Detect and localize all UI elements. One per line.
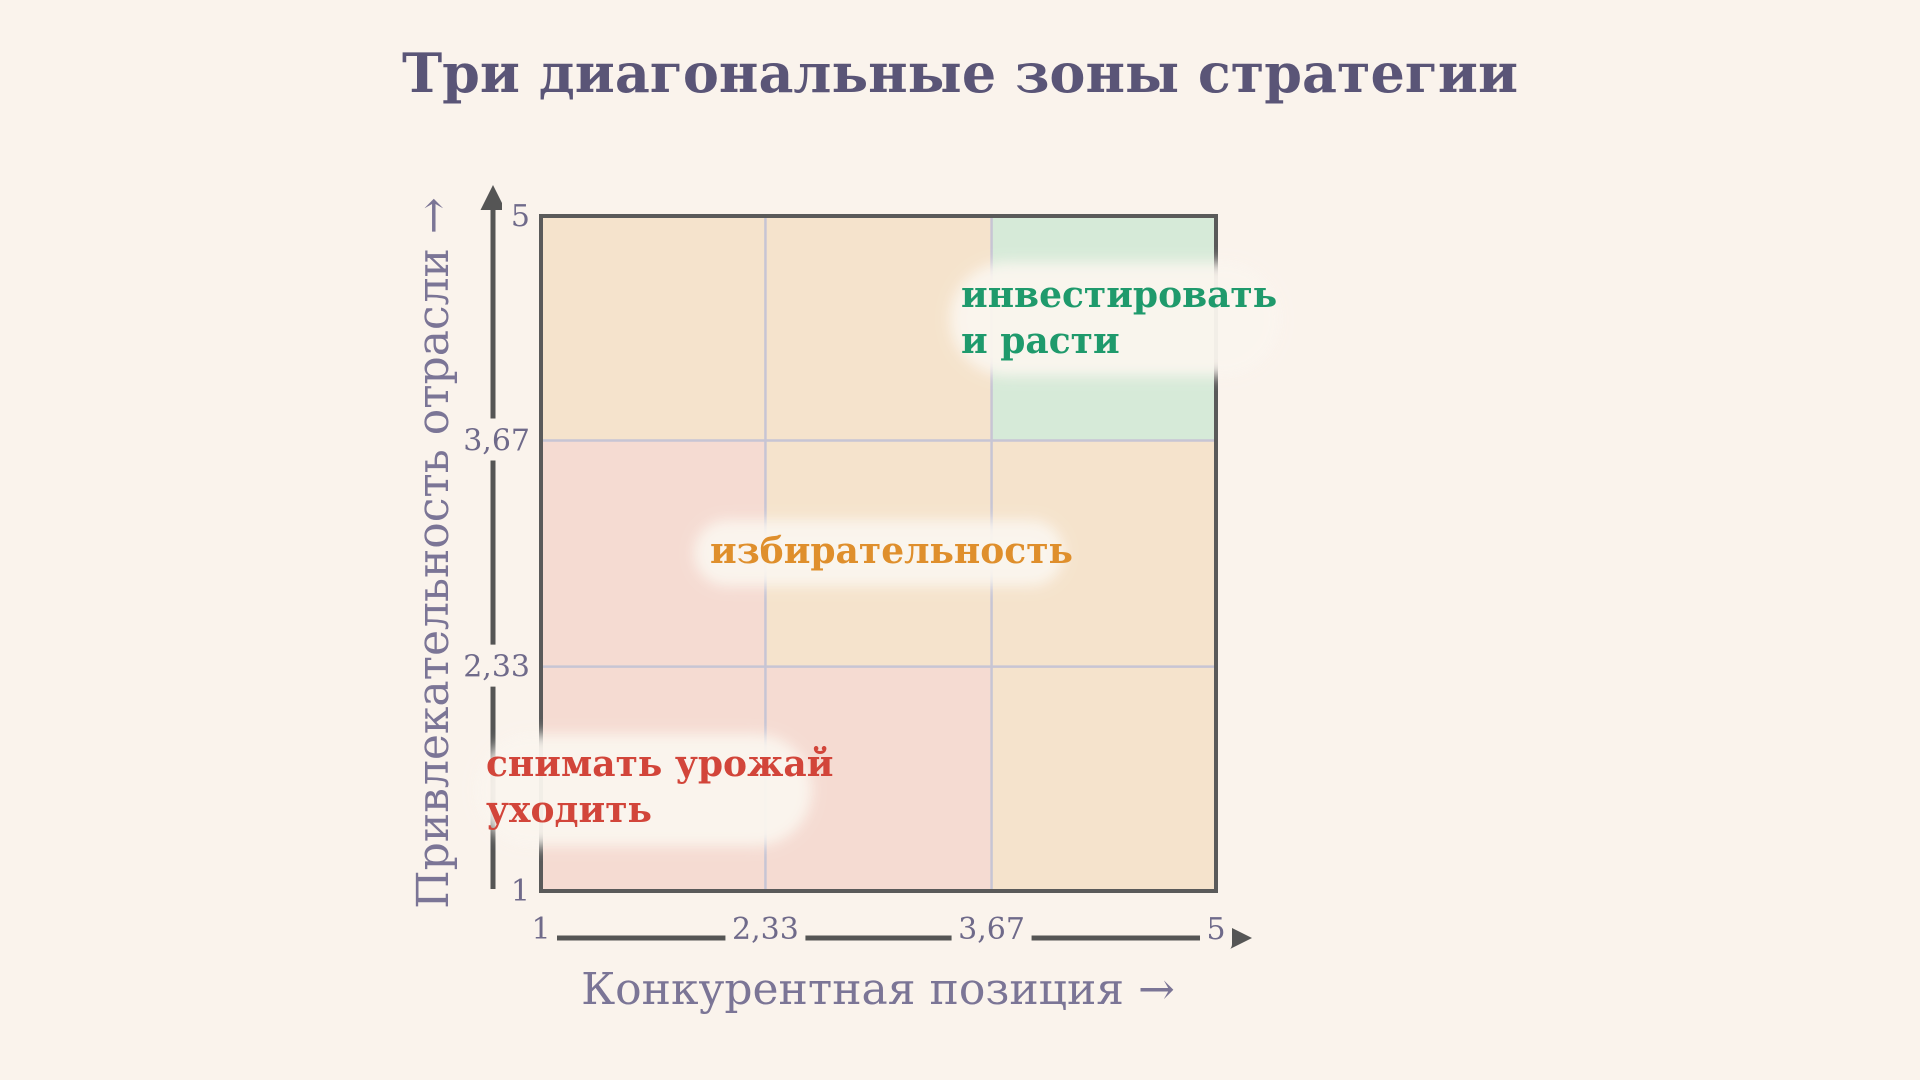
y-tick-backdrop [454, 418, 532, 461]
zone-label-line: снимать урожай [486, 743, 833, 785]
x-axis-title: Конкурентная позиция → [581, 964, 1175, 1015]
x-tick-label: 3,67 [958, 912, 1025, 947]
x-tick-backdrop [525, 908, 557, 952]
zone-label-line: избирательность [710, 530, 1073, 572]
matrix-frame [539, 214, 1218, 893]
y-tick-backdrop [502, 194, 532, 236]
zone-label-line: уходить [486, 789, 652, 831]
zone-label-glow [950, 262, 1280, 376]
y-tick-label: 3,67 [463, 423, 530, 458]
y-tick-backdrop [502, 869, 532, 911]
y-axis-title: Привлекательность отрасли → [408, 197, 459, 908]
x-tick-backdrop [725, 908, 806, 952]
y-tick-label: 1 [511, 874, 530, 909]
zone-label-glow [476, 734, 812, 846]
zone-label-glow [694, 520, 1064, 586]
x-tick-label: 5 [1206, 912, 1225, 947]
cell-select-c1-r3 [541, 216, 766, 441]
x-tick-backdrop [1200, 908, 1232, 952]
zone-label-line: инвестировать [961, 274, 1277, 316]
tick-labels: 1 2,33 3,67 5 1 2,33 3,67 5 [454, 194, 1232, 952]
x-tick-backdrop [951, 908, 1032, 952]
cell-select-c3-r1 [991, 666, 1216, 891]
zone-label-line: и расти [961, 320, 1120, 362]
y-tick-label: 5 [511, 199, 530, 234]
page-title: Три диагональные зоны стратегии [402, 41, 1518, 105]
y-tick-backdrop [454, 644, 532, 687]
x-tick-label: 1 [531, 912, 550, 947]
zone-label-select: избирательность [694, 520, 1073, 586]
x-tick-label: 2,33 [732, 912, 799, 947]
y-tick-label: 2,33 [463, 650, 530, 685]
